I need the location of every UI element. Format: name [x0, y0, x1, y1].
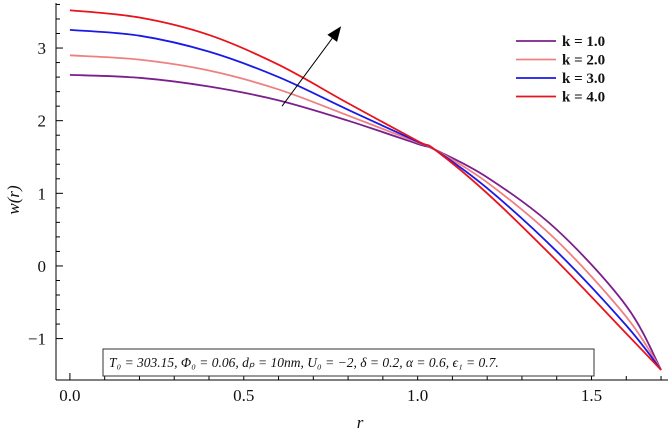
legend-label-k-1: k = 1.0 [562, 34, 605, 50]
x-tick-label: 1.0 [407, 386, 428, 405]
x-tick-label: 0.5 [233, 386, 254, 405]
y-tick-label: 3 [38, 39, 47, 58]
annotation-box: T₀ = 303.15, Φ₀ = 0.06, dₚ = 10nm, U₀ = … [102, 348, 595, 377]
increase-arrow [281, 26, 342, 107]
y-axis-title: w(r) [4, 185, 23, 215]
parameter-annotation: T₀ = 303.15, Φ₀ = 0.06, dₚ = 10nm, U₀ = … [109, 355, 499, 370]
arrow-shaft [281, 38, 333, 107]
x-axis-title: r [357, 413, 364, 432]
series-line-k-1 [69, 74, 662, 371]
legend-label-k-3: k = 3.0 [562, 71, 605, 87]
y-tick-label: −1 [28, 330, 46, 349]
legend-label-k-4: k = 4.0 [562, 90, 605, 106]
y-tick-label: 1 [38, 184, 47, 203]
arrow-head [327, 26, 342, 42]
y-tick-label: 0 [38, 257, 47, 276]
legend-label-k-2: k = 2.0 [562, 53, 605, 69]
series-line-k-4 [69, 9, 662, 371]
x-tick-label: 0.0 [59, 386, 80, 405]
legend: k = 1.0 k = 2.0 k = 3.0 k = 4.0 [516, 34, 605, 106]
y-tick-label: 2 [38, 112, 47, 131]
axes [55, 3, 668, 381]
x-tick-label: 1.5 [581, 386, 602, 405]
